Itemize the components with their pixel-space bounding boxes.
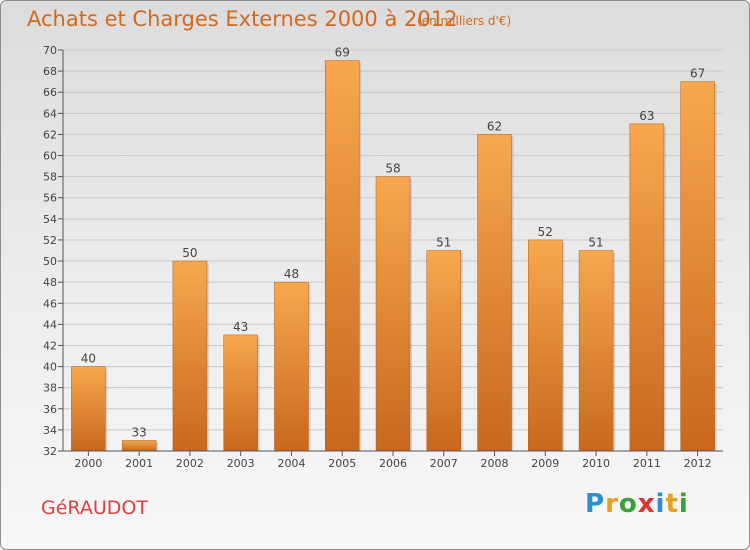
y-tick-label: 44	[43, 318, 57, 331]
bar	[324, 60, 360, 452]
y-tick-label: 58	[43, 171, 57, 184]
data-label: 58	[385, 162, 400, 176]
bar	[477, 134, 512, 452]
y-tick-label: 40	[43, 361, 57, 374]
bar	[223, 334, 258, 452]
bar	[528, 239, 563, 452]
logo-letter: r	[605, 489, 619, 519]
y-tick-label: 48	[43, 276, 57, 289]
x-tick-label: 2007	[430, 457, 458, 470]
y-tick-labels: 32 34 36 38 40 42 44 46 48 50 52 54 56 58 60 62 64 66 68 70	[43, 44, 57, 458]
x-tick-label: 2002	[176, 457, 204, 470]
y-tick-label: 34	[43, 424, 57, 437]
y-tick-label: 70	[43, 44, 57, 57]
data-labels: 40 33 50 43 48 69 58 51 62 52 51 63 67	[81, 46, 706, 440]
x-tick-label: 2005	[328, 457, 356, 470]
logo-letter: i	[655, 489, 666, 519]
data-label: 62	[487, 119, 502, 133]
y-tick-label: 52	[43, 234, 57, 247]
x-tick-labels: 2000 2001 2002 2003 2004 2005 2006 2007 2008 2009…	[74, 451, 712, 470]
x-tick-label: 2009	[531, 457, 559, 470]
bar	[426, 250, 462, 452]
x-tick-label: 2011	[633, 457, 661, 470]
y-tick-label: 42	[43, 339, 57, 352]
bar	[375, 176, 411, 452]
y-tick-label: 32	[43, 445, 57, 458]
x-tick-label: 2001	[125, 457, 153, 470]
data-label: 48	[284, 267, 299, 281]
data-label: 63	[639, 109, 654, 123]
x-tick-label: 2008	[481, 457, 509, 470]
proxiti-logo: Proxiti	[585, 489, 689, 519]
y-tick-label: 64	[43, 107, 57, 120]
bar	[578, 250, 614, 452]
bar	[172, 260, 208, 452]
y-tick-label: 62	[43, 128, 57, 141]
data-label: 51	[436, 236, 451, 250]
logo-letter: t	[665, 489, 679, 519]
commune-name: GéRAUDOT	[41, 497, 148, 519]
y-tick-label: 68	[43, 65, 57, 78]
x-tick-label: 2003	[227, 457, 255, 470]
bar	[629, 123, 665, 452]
logo-letter: P	[585, 489, 606, 519]
x-tick-label: 2010	[582, 457, 610, 470]
data-label: 50	[182, 246, 197, 260]
logo-letter: i	[678, 489, 689, 519]
y-tick-label: 60	[43, 150, 57, 163]
bar	[274, 281, 309, 452]
logo-letter: o	[618, 489, 638, 519]
bar	[71, 366, 106, 452]
chart-title: Achats et Charges Externes 2000 à 2012	[27, 7, 458, 31]
x-tick-label: 2006	[379, 457, 407, 470]
data-label: 43	[233, 320, 248, 334]
data-label: 52	[538, 225, 553, 239]
y-tick-label: 46	[43, 297, 57, 310]
bars	[71, 60, 717, 452]
x-tick-label: 2012	[684, 457, 712, 470]
data-label: 69	[335, 46, 350, 60]
x-tick-label: 2004	[277, 457, 305, 470]
y-tick-label: 56	[43, 192, 57, 205]
data-label: 67	[690, 67, 705, 81]
y-tick-label: 54	[43, 213, 57, 226]
data-label: 40	[81, 352, 96, 366]
y-tick-label: 66	[43, 86, 57, 99]
y-tick-label: 38	[43, 382, 57, 395]
logo-letter: x	[637, 489, 656, 519]
y-tick-label: 36	[43, 403, 57, 416]
chart-subtitle: (en milliers d'€)	[417, 14, 512, 28]
data-label: 33	[132, 425, 147, 439]
data-label: 51	[588, 236, 603, 250]
bar	[680, 81, 715, 452]
x-tick-label: 2000	[74, 457, 102, 470]
bar	[121, 440, 157, 452]
y-tick-label: 50	[43, 255, 57, 268]
